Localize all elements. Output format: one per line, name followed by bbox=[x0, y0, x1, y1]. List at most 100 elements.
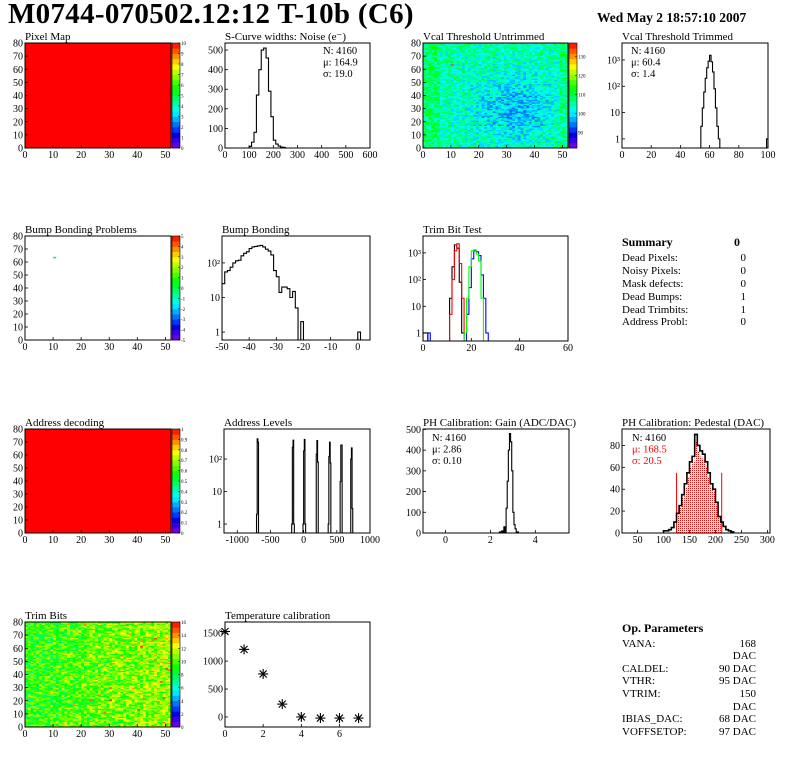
heatmap-cell bbox=[528, 102, 533, 104]
heatmap-cell bbox=[520, 49, 524, 52]
heatmap-cell bbox=[489, 108, 494, 111]
heatmap-cell bbox=[25, 639, 29, 641]
heatmap-cell bbox=[523, 49, 527, 52]
heatmap-cell bbox=[470, 70, 474, 73]
heatmap-cell bbox=[467, 119, 471, 121]
heatmap-cell bbox=[456, 134, 460, 137]
heatmap-cell bbox=[442, 112, 446, 115]
heatmap-cell bbox=[520, 50, 524, 53]
heatmap-cell bbox=[565, 96, 568, 99]
heatmap-cell bbox=[439, 119, 443, 121]
heatmap-cell bbox=[501, 87, 505, 90]
heatmap-cell bbox=[456, 64, 460, 66]
heatmap-cell bbox=[556, 87, 560, 90]
heatmap-cell bbox=[487, 96, 491, 99]
heatmap-cell bbox=[473, 60, 477, 62]
heatmap-cell bbox=[562, 109, 566, 112]
heatmap-cell bbox=[517, 65, 521, 67]
heatmap-cell bbox=[470, 113, 474, 116]
heatmap-cell bbox=[526, 100, 530, 103]
heatmap-cell bbox=[434, 115, 438, 117]
heatmap-cell bbox=[30, 623, 34, 625]
heatmap-cell bbox=[495, 112, 499, 115]
heatmap-cell bbox=[540, 102, 544, 104]
y-tick-label: 20 bbox=[13, 117, 23, 128]
heatmap-cell bbox=[565, 111, 568, 113]
heatmap-cell bbox=[434, 129, 438, 132]
heatmap-cell bbox=[554, 123, 558, 125]
heatmap-cell bbox=[506, 102, 510, 104]
heatmap-cell bbox=[464, 88, 468, 91]
y-tick-label: 30 bbox=[13, 297, 23, 308]
heatmap-cell bbox=[25, 622, 29, 624]
heatmap-cell bbox=[431, 134, 435, 137]
heatmap-cell bbox=[459, 98, 463, 100]
heatmap-cell bbox=[448, 57, 452, 60]
y-tick-label: 10 bbox=[411, 302, 421, 313]
heatmap-cell bbox=[33, 644, 37, 646]
heatmap-cell bbox=[498, 124, 502, 126]
x-tick-label: 40 bbox=[515, 343, 525, 354]
heatmap-cell bbox=[528, 43, 533, 45]
heatmap-cell bbox=[540, 49, 544, 52]
heatmap-cell bbox=[439, 74, 443, 77]
heatmap-cell bbox=[520, 60, 524, 62]
heatmap-cell bbox=[464, 54, 468, 57]
heatmap-cell bbox=[478, 64, 482, 66]
heatmap-cell bbox=[503, 106, 507, 108]
heatmap-cell bbox=[473, 71, 477, 74]
heatmap-cell bbox=[467, 86, 471, 88]
heatmap-cell bbox=[423, 96, 427, 99]
heatmap-cell bbox=[540, 60, 544, 62]
heatmap-cell bbox=[495, 140, 499, 142]
heatmap-cell bbox=[25, 673, 29, 675]
heatmap-cell bbox=[456, 113, 460, 116]
heatmap-cell bbox=[531, 120, 535, 123]
heatmap-cell bbox=[554, 130, 558, 133]
heatmap-cell bbox=[450, 112, 454, 115]
heatmap-cell bbox=[459, 94, 463, 96]
heatmap-cell bbox=[556, 129, 560, 132]
heatmap-cell bbox=[528, 79, 533, 82]
heatmap-cell bbox=[467, 106, 471, 108]
heatmap-cell bbox=[436, 109, 441, 112]
heatmap-cell bbox=[487, 112, 491, 115]
heatmap-cell bbox=[506, 112, 510, 115]
heatmap-cell bbox=[495, 96, 499, 99]
heatmap-cell bbox=[423, 92, 427, 95]
heatmap-cell bbox=[523, 116, 527, 119]
heatmap-cell bbox=[509, 123, 513, 125]
heatmap-cell bbox=[565, 57, 568, 60]
palette-tick-label: -1 bbox=[181, 297, 186, 302]
heatmap-cell bbox=[523, 53, 527, 56]
chart-scurve: S-Curve widths: Noise (e⁻)0 100 200 300 400 5… bbox=[208, 31, 378, 161]
heatmap-cell bbox=[481, 144, 485, 146]
heatmap-cell bbox=[503, 48, 507, 50]
heatmap-cell bbox=[554, 127, 558, 129]
heatmap-cell bbox=[517, 117, 521, 120]
heatmap-cell bbox=[450, 83, 454, 86]
heatmap-cell bbox=[487, 121, 491, 124]
heatmap-cell bbox=[554, 65, 558, 67]
plot-frame bbox=[422, 428, 570, 534]
heatmap-cell bbox=[501, 58, 505, 61]
heatmap-cell bbox=[542, 86, 546, 88]
heatmap-cell bbox=[495, 64, 499, 66]
palette-band bbox=[172, 236, 180, 242]
heatmap-cell bbox=[462, 99, 466, 102]
heatmap-cell bbox=[501, 83, 505, 86]
heatmap-cell bbox=[484, 73, 488, 75]
heatmap-cell bbox=[448, 87, 452, 90]
heatmap-cell bbox=[554, 138, 558, 141]
heatmap-cell bbox=[501, 124, 505, 126]
heatmap-cell bbox=[562, 81, 566, 83]
heatmap-cell bbox=[537, 144, 541, 146]
x-tick-label: 200 bbox=[708, 535, 723, 546]
heatmap-cell bbox=[512, 87, 516, 90]
heatmap-cell bbox=[462, 77, 466, 79]
heatmap-cell bbox=[464, 82, 468, 84]
heatmap-cell bbox=[456, 108, 460, 111]
heatmap-cell bbox=[445, 50, 449, 53]
heatmap-cell bbox=[542, 85, 546, 87]
heatmap-cell bbox=[551, 129, 555, 132]
